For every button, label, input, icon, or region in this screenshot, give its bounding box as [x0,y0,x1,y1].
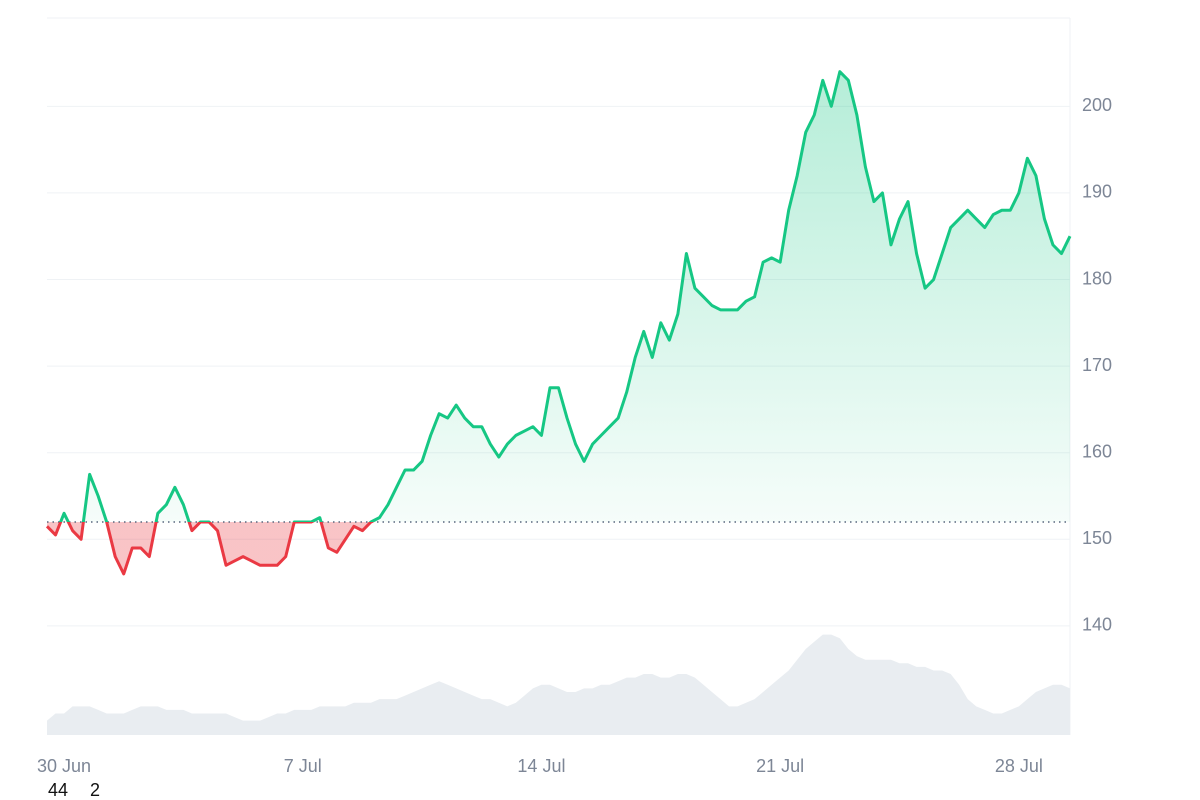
x-tick-label: 21 Jul [756,756,804,776]
y-tick-label: 200 [1082,95,1112,115]
volume-area [47,634,1070,735]
y-tick-label: 150 [1082,528,1112,548]
x-tick-label: 30 Jun [37,756,91,776]
price-area [47,71,1070,574]
x-tick-label: 14 Jul [517,756,565,776]
price-line [45,70,1072,576]
y-tick-label: 180 [1082,268,1112,288]
y-tick-label: 190 [1082,182,1112,202]
annotation: 44 [48,780,68,800]
annotation: 2 [90,780,100,800]
y-tick-label: 140 [1082,615,1112,635]
y-tick-label: 160 [1082,441,1112,461]
x-tick-label: 7 Jul [284,756,322,776]
x-tick-label: 28 Jul [995,756,1043,776]
y-tick-label: 170 [1082,355,1112,375]
